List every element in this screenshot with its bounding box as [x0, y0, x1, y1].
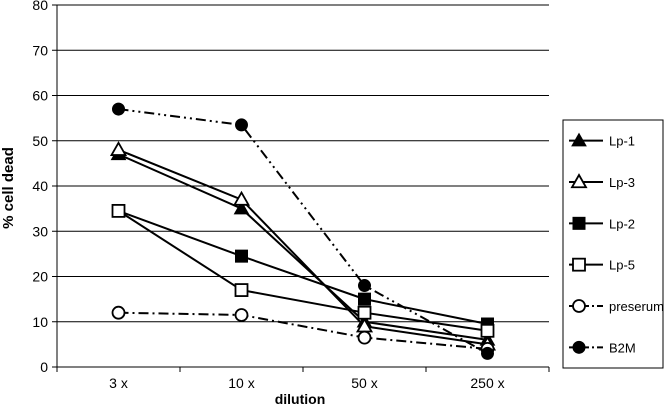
- legend-marker: [571, 132, 587, 147]
- legend-label: preserum: [609, 299, 664, 314]
- data-point: [481, 346, 494, 360]
- series-lp-5: [111, 203, 495, 338]
- data-point: [358, 292, 371, 306]
- data-point: [357, 330, 372, 345]
- legend-item: Lp-2: [569, 216, 635, 231]
- y-tick-label: 40: [32, 178, 48, 194]
- gridlines: [57, 4, 549, 323]
- x-axis-ticks: 3 x 10 x 50 x 250 x: [56, 367, 550, 391]
- series-line: [118, 153, 488, 341]
- data-point: [109, 140, 128, 156]
- x-tick-label: 10 x: [228, 375, 254, 391]
- data-point: [358, 279, 371, 293]
- y-tick-label: 0: [40, 359, 48, 375]
- legend-label: Lp-1: [609, 134, 635, 149]
- legend-label: B2M: [609, 340, 636, 355]
- x-axis-label: dilution: [275, 391, 326, 407]
- y-axis-ticks: 0 10 20 30 40 50 60 70 80: [32, 0, 57, 375]
- data-point: [111, 305, 126, 320]
- legend-marker: [572, 299, 586, 313]
- y-tick-label: 50: [32, 133, 48, 149]
- legend-label: Lp-3: [609, 175, 635, 190]
- y-tick-label: 60: [32, 88, 48, 104]
- data-point: [234, 283, 249, 297]
- data-point: [235, 118, 248, 132]
- y-tick-label: 30: [32, 223, 48, 239]
- x-tick-label: 250 x: [470, 375, 504, 391]
- series-line: [118, 311, 488, 350]
- data-point: [480, 323, 495, 338]
- legend-label: Lp-2: [609, 216, 635, 231]
- data-point: [233, 200, 250, 215]
- legend-item: Lp-1: [569, 132, 635, 149]
- data-point: [111, 203, 126, 218]
- y-tick-label: 70: [32, 42, 48, 58]
- data-point: [235, 249, 248, 263]
- legend-item: B2M: [569, 340, 636, 355]
- x-tick-label: 3 x: [109, 375, 128, 391]
- data-point: [234, 308, 249, 322]
- legend-marker: [572, 257, 586, 272]
- legend-box: [562, 119, 664, 369]
- legend-item: preserum: [569, 299, 664, 314]
- data-point: [232, 190, 251, 206]
- legend-marker: [570, 173, 588, 189]
- y-axis-label: % cell dead: [0, 147, 17, 229]
- legend-marker: [572, 216, 586, 230]
- axes: [56, 5, 549, 368]
- data-point: [112, 102, 125, 116]
- series-group: [109, 102, 497, 360]
- legend-item: Lp-5: [569, 258, 635, 273]
- legend-item: Lp-3: [569, 173, 635, 190]
- series-line: [118, 148, 488, 346]
- legend: Lp-1 Lp-3 Lp-2 Lp-5 preserum B2M: [562, 119, 664, 369]
- y-tick-label: 80: [32, 0, 48, 13]
- series-line: [118, 209, 488, 325]
- legend-label: Lp-5: [609, 258, 635, 273]
- legend-marker: [572, 340, 586, 354]
- y-tick-label: 10: [32, 314, 48, 330]
- data-point: [357, 305, 372, 320]
- y-tick-label: 20: [32, 269, 48, 285]
- x-tick-label: 50 x: [351, 375, 377, 391]
- series-line: [117, 210, 488, 332]
- series-b2m: [112, 102, 494, 360]
- series-line: [118, 108, 488, 355]
